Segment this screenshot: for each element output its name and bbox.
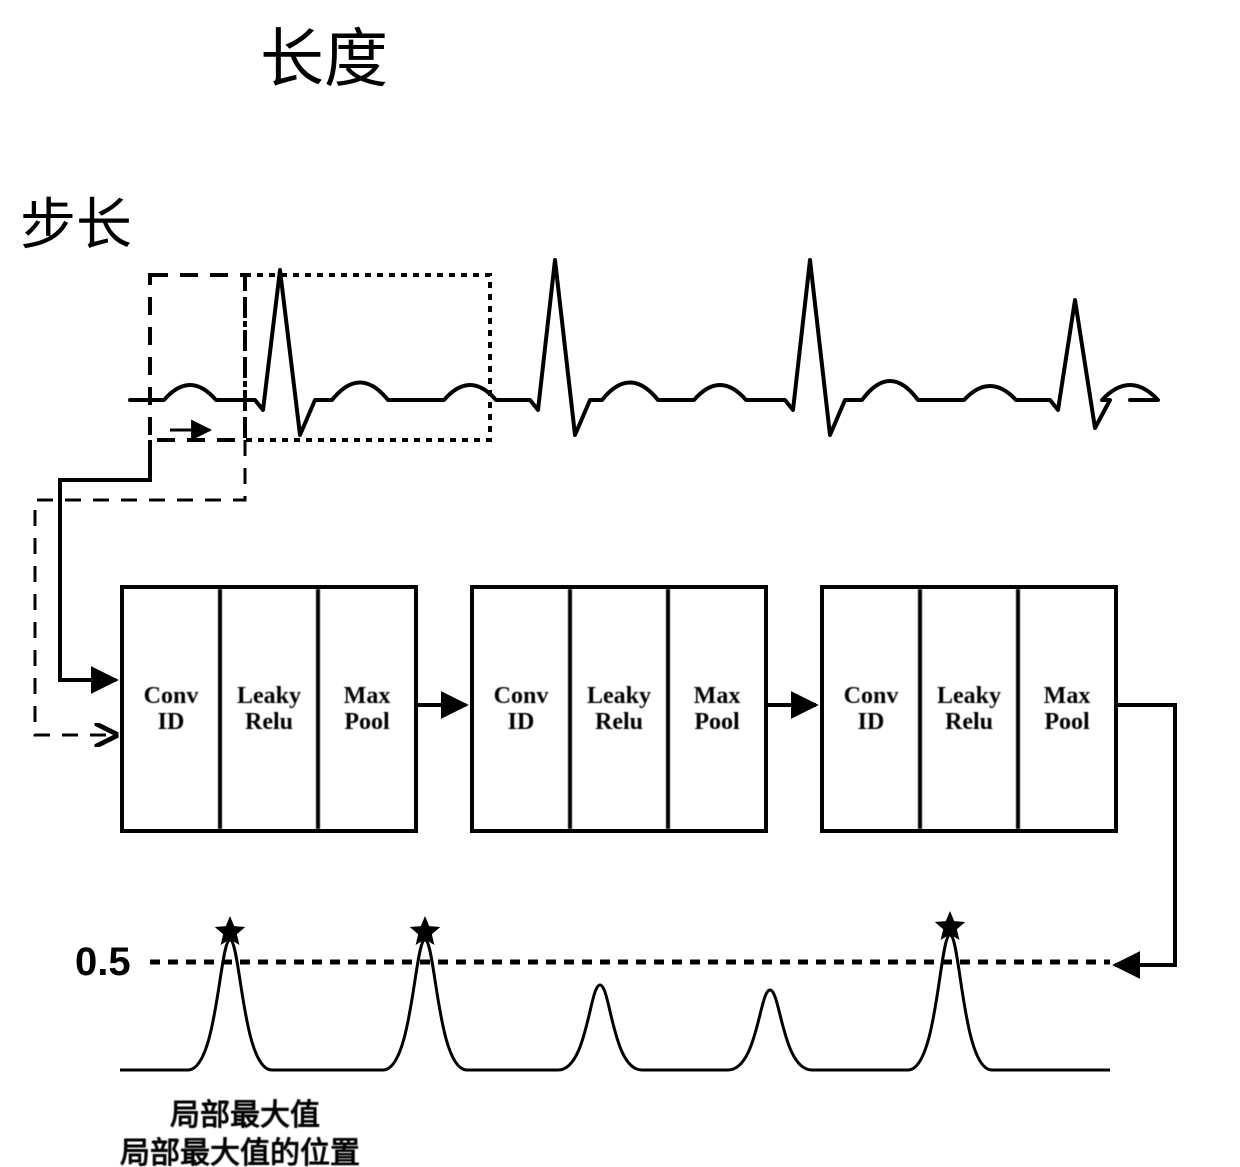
conv-block-1: ConvIDLeakyReluMaxPool (470, 585, 768, 833)
output-curve (120, 935, 1110, 1070)
conv-cell-0-1: LeakyRelu (222, 589, 320, 829)
diagram-svg (0, 0, 1240, 1167)
diagram-stage: 长度 步长 0.5 局部最大值 局部最大值的位置 ConvIDLeakyRelu… (0, 0, 1240, 1167)
conv-cell-2-0: ConvID (824, 589, 922, 829)
conv-cell-2-2: MaxPool (1020, 589, 1114, 829)
window-box-1 (150, 275, 245, 440)
conv-cell-1-0: ConvID (474, 589, 572, 829)
conv-cell-0-2: MaxPool (320, 589, 414, 829)
conv-block-2: ConvIDLeakyReluMaxPool (820, 585, 1118, 833)
conv-cell-0-0: ConvID (124, 589, 222, 829)
conv-cell-1-2: MaxPool (670, 589, 764, 829)
route-to-output (1114, 705, 1175, 965)
conv-cell-2-1: LeakyRelu (922, 589, 1020, 829)
ecg-waveform (130, 260, 1158, 435)
conv-cell-1-1: LeakyRelu (572, 589, 670, 829)
conv-block-0: ConvIDLeakyReluMaxPool (120, 585, 418, 833)
